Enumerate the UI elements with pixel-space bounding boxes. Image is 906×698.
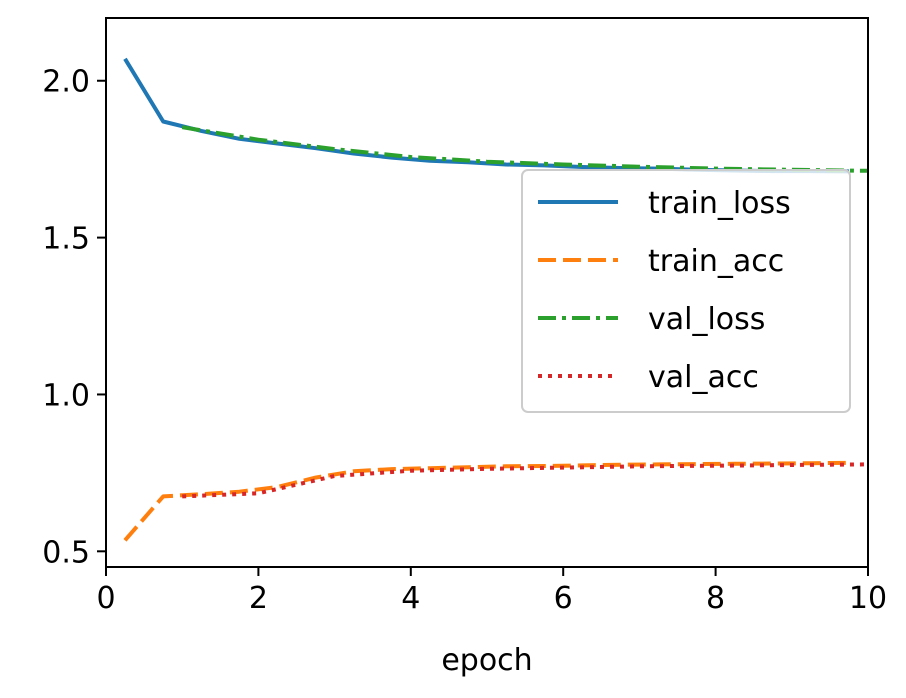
y-tick-label: 0.5 [42, 535, 90, 570]
y-tick-label: 1.5 [42, 222, 90, 257]
x-tick-label: 8 [706, 581, 725, 616]
series-line-val_loss [181, 125, 869, 173]
legend-label-train_loss: train_loss [648, 186, 791, 221]
x-tick-label: 6 [554, 581, 573, 616]
y-tick-label: 1.0 [42, 378, 90, 413]
series-line-train_acc [123, 460, 849, 542]
x-tick-label: 10 [849, 581, 887, 616]
legend-label-val_loss: val_loss [648, 302, 765, 337]
legend: train_loss train_acc val_loss val_acc [521, 169, 851, 413]
x-tick-label: 4 [401, 581, 420, 616]
x-tick-label: 0 [96, 581, 115, 616]
legend-label-val_acc: val_acc [648, 360, 759, 395]
y-tick-label: 2.0 [42, 65, 90, 100]
plot-frame [105, 17, 869, 568]
x-axis: 0 2 4 6 8 10 [96, 567, 887, 616]
legend-label-train_acc: train_acc [648, 244, 784, 279]
x-tick-label: 2 [249, 581, 268, 616]
x-axis-label: epoch [441, 643, 532, 678]
legend-box [521, 169, 851, 413]
y-axis: 0.5 1.0 1.5 2.0 [42, 65, 106, 570]
series-line-val_acc [182, 462, 869, 499]
series-line-train_loss [123, 57, 849, 174]
